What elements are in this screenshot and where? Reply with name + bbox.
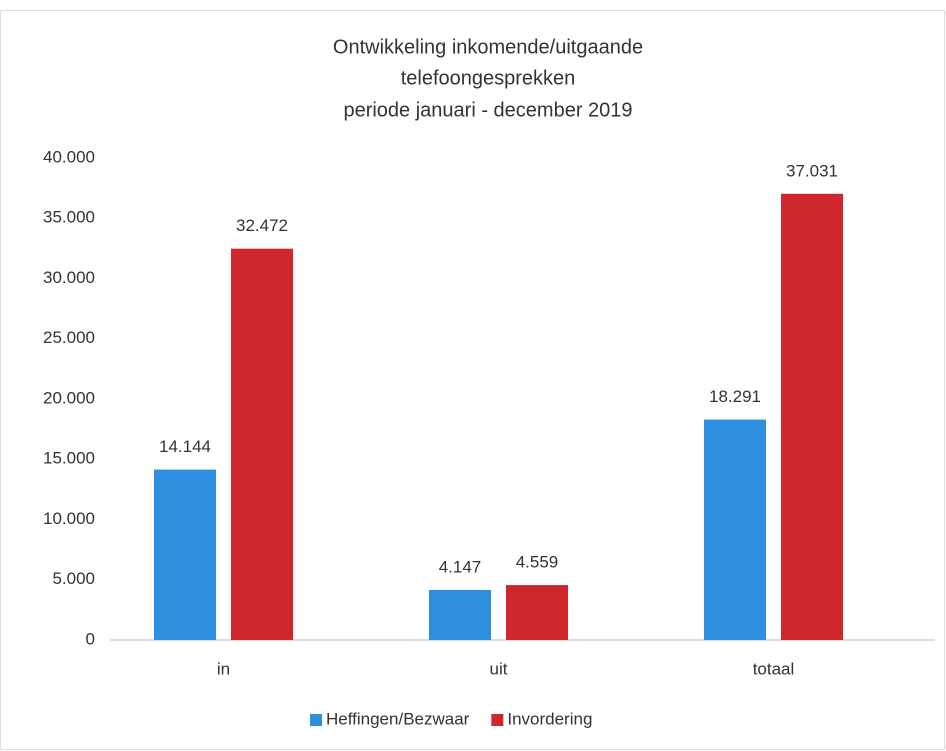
data-label: 4.559: [516, 553, 559, 572]
legend-label: Invordering: [507, 709, 592, 728]
y-tick-label: 30.000: [43, 268, 95, 287]
y-tick-label: 20.000: [43, 388, 95, 407]
x-tick-label: totaal: [753, 659, 795, 678]
y-tick-label: 25.000: [43, 328, 95, 347]
chart-title: telefoongesprekken: [401, 67, 576, 89]
y-tick-label: 40.000: [43, 147, 95, 166]
bar: [781, 193, 843, 641]
y-tick-label: 5.000: [52, 569, 95, 588]
legend-swatch: [310, 714, 322, 726]
chart-title: Ontwikkeling inkomende/uitgaande: [333, 36, 643, 58]
legend-swatch: [491, 714, 504, 726]
data-label: 14.144: [159, 437, 211, 456]
y-tick-label: 0: [86, 629, 95, 648]
bar: [154, 469, 216, 640]
data-label: 32.472: [236, 216, 288, 235]
bar: [506, 585, 568, 640]
data-label: 18.291: [709, 387, 761, 406]
y-tick-label: 15.000: [43, 449, 95, 468]
data-label: 37.031: [786, 161, 838, 180]
legend-label: Heffingen/Bezwaar: [326, 709, 470, 728]
data-label: 4.147: [439, 558, 482, 577]
bar: [429, 590, 491, 640]
chart-title: periode januari - december 2019: [343, 99, 632, 121]
x-tick-label: in: [217, 659, 230, 678]
bar: [704, 419, 766, 640]
y-tick-label: 35.000: [43, 208, 95, 227]
y-tick-label: 10.000: [43, 509, 95, 528]
x-tick-label: uit: [490, 659, 508, 678]
bar: [231, 248, 293, 640]
